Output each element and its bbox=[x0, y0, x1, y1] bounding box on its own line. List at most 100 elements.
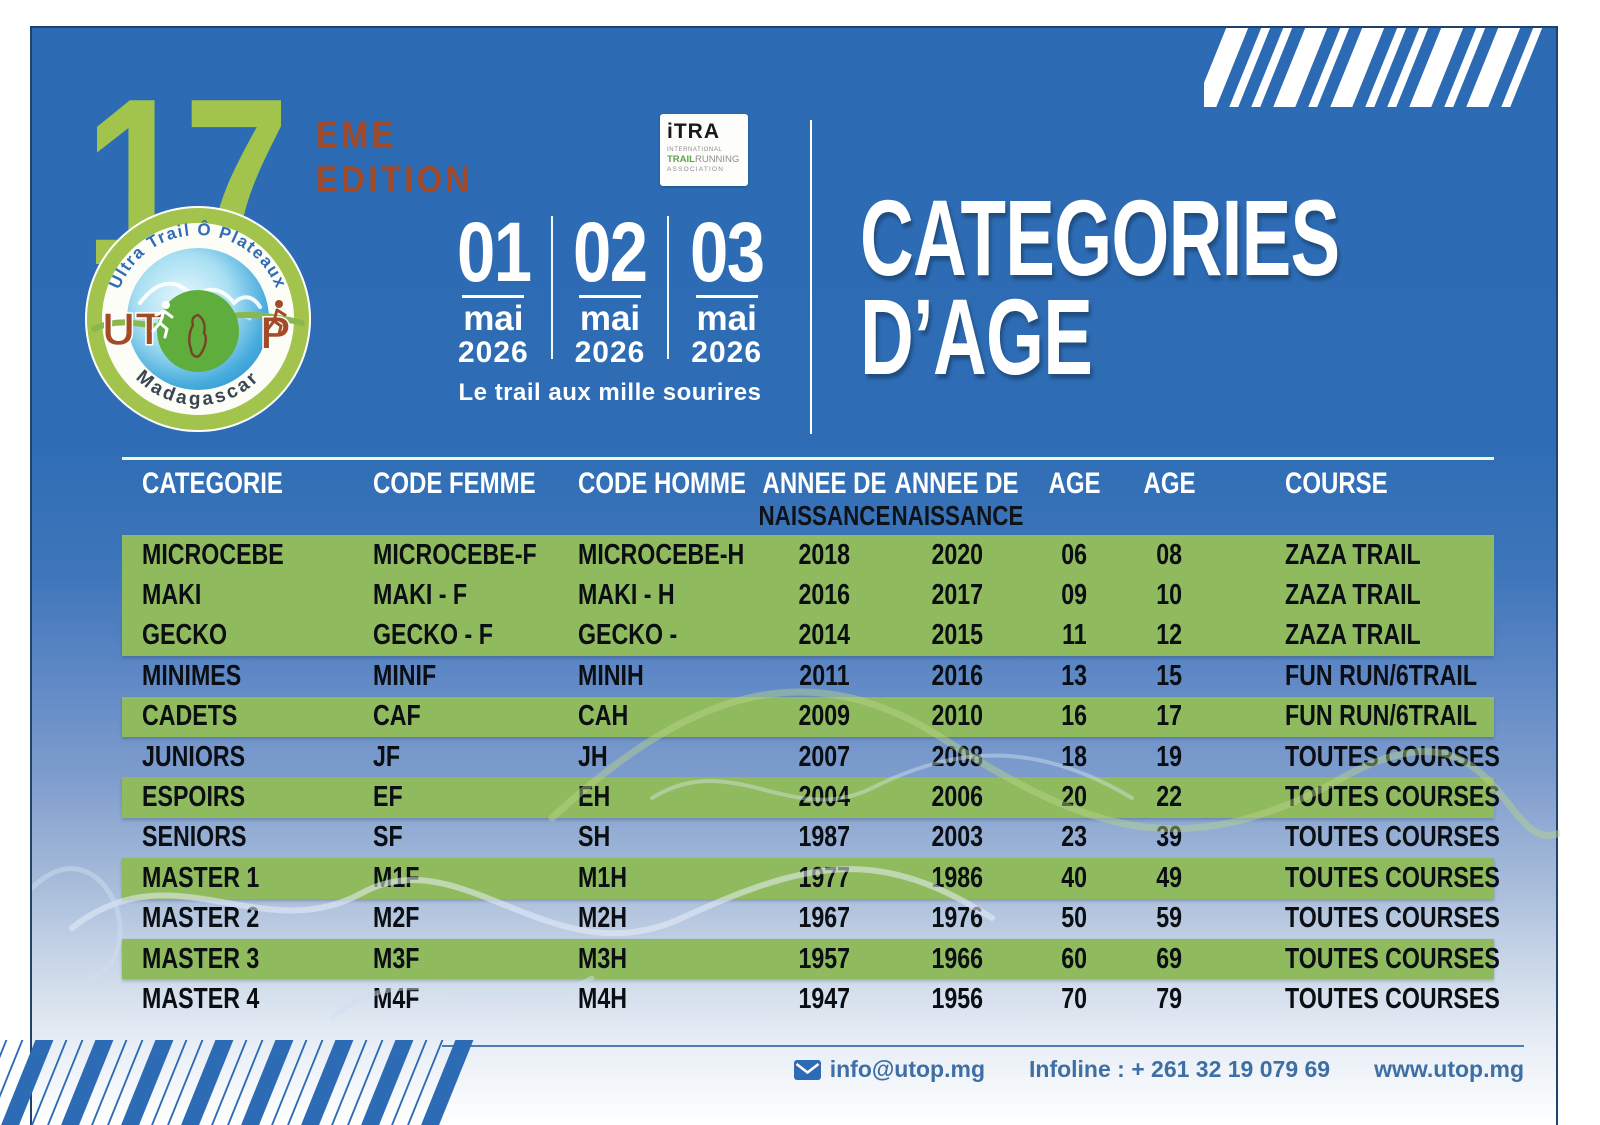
table-row: MASTER 3 M3F M3H 1957 1966 60 69 TOUTES COURSES bbox=[122, 938, 1500, 980]
table-cell-age_2: 39 bbox=[1122, 818, 1217, 858]
edition-label: EME EDITION bbox=[316, 112, 473, 202]
footer-email-text: info@utop.mg bbox=[829, 1056, 985, 1082]
column-header-label-line2: NAISSANCE bbox=[758, 499, 891, 531]
date-month: mai bbox=[579, 298, 641, 338]
edition-label-line2: EDITION bbox=[316, 159, 473, 201]
table-cell-value: 2003 bbox=[931, 821, 983, 854]
table-cell-value: 2007 bbox=[798, 740, 851, 773]
table-cell-categorie: MAKI bbox=[122, 575, 367, 615]
table-row: ESPOIRS EF EH 2004 2006 20 22 TOUTES COURSES bbox=[122, 777, 1500, 818]
table-cell-code_femme: MAKI - F bbox=[367, 575, 572, 615]
table-cell-naissance_1: 2014 bbox=[762, 616, 887, 656]
date-day-number: 01 bbox=[456, 205, 532, 299]
table-cell-value: 2011 bbox=[799, 659, 850, 692]
table-cell-value: CAF bbox=[373, 700, 421, 733]
table-cell-value: SH bbox=[578, 821, 611, 854]
date-year: 2026 bbox=[457, 336, 529, 370]
itra-wordmark: iTRA bbox=[667, 120, 720, 143]
footer: info@utop.mg Infoline : + 261 32 19 079 … bbox=[442, 1045, 1524, 1083]
table-cell-value: 2016 bbox=[798, 579, 851, 612]
table-cell-value: 39 bbox=[1156, 821, 1183, 854]
column-header: AGE bbox=[1122, 467, 1217, 535]
table-cell-value: 2015 bbox=[931, 619, 983, 652]
column-header: CODE FEMME bbox=[367, 467, 572, 535]
table-cell-value: JH bbox=[578, 740, 608, 773]
table-cell-code_homme: SH bbox=[572, 818, 762, 858]
column-header-label: ANNEE DE bbox=[762, 467, 887, 500]
column-header-label-line2: NAISSANCE bbox=[891, 499, 1023, 531]
table-cell-age_1: 18 bbox=[1027, 737, 1122, 777]
table-cell-value: 22 bbox=[1156, 781, 1183, 814]
table-cell-course: FUN RUN/6TRAIL bbox=[1217, 697, 1525, 737]
table-cell-age_2: 19 bbox=[1122, 737, 1217, 777]
table-cell-age_1: 11 bbox=[1027, 616, 1122, 656]
event-tagline: Le trail aux mille sourires bbox=[458, 379, 762, 407]
table-cell-categorie: MINIMES bbox=[122, 656, 367, 696]
table-cell-value: CAH bbox=[578, 700, 629, 733]
table-cell-value: M2F bbox=[373, 902, 420, 935]
table-cell-value: EF bbox=[373, 781, 403, 814]
date-day-number: 02 bbox=[573, 205, 648, 299]
table-row: JUNIORS JF JH 2007 2008 18 19 TOUTES COURSES bbox=[122, 737, 1500, 777]
vertical-divider bbox=[810, 120, 812, 434]
table-cell-value: 2014 bbox=[798, 619, 851, 652]
column-header: AGE bbox=[1027, 467, 1122, 535]
table-cell-naissance_1: 1957 bbox=[762, 939, 887, 979]
date-underline bbox=[579, 294, 641, 298]
column-header-label: AGE bbox=[1048, 467, 1101, 500]
table-cell-naissance_2: 2006 bbox=[887, 777, 1027, 817]
date-separator bbox=[550, 216, 553, 360]
table-cell-course: TOUTES COURSES bbox=[1217, 858, 1554, 898]
table-cell-value: TOUTES COURSES bbox=[1285, 861, 1500, 894]
table-cell-value: GECKO - F bbox=[373, 619, 493, 652]
table-cell-value: 16 bbox=[1061, 700, 1088, 733]
table-cell-age_2: 10 bbox=[1122, 575, 1217, 615]
table-cell-value: CADETS bbox=[142, 700, 238, 733]
table-cell-age_1: 20 bbox=[1027, 777, 1122, 817]
date-day-1: 01 mai 2026 bbox=[442, 205, 545, 370]
page-title-line2: D’AGE bbox=[860, 276, 1093, 398]
table-cell-code_homme: M2H bbox=[572, 899, 762, 939]
table-cell-course: ZAZA TRAIL bbox=[1217, 616, 1494, 656]
event-dates: 01 mai 2026 02 mai 2026 03 mai 2026 Le t… bbox=[442, 205, 778, 407]
table-cell-naissance_2: 2020 bbox=[887, 535, 1027, 575]
footer-infoline-text: Infoline : + 261 32 19 079 69 bbox=[1029, 1056, 1331, 1082]
table-cell-categorie: CADETS bbox=[122, 697, 367, 737]
table-cell-value: MINIF bbox=[373, 659, 437, 692]
table-cell-value: 17 bbox=[1156, 700, 1183, 733]
footer-email: info@utop.mg bbox=[793, 1056, 985, 1083]
table-cell-code_femme: JF bbox=[367, 737, 572, 777]
table-row: GECKO GECKO - F GECKO - 2014 2015 11 12 ZAZA TR… bbox=[122, 615, 1494, 657]
table-cell-naissance_1: 2011 bbox=[762, 656, 887, 696]
table-cell-naissance_2: 2017 bbox=[887, 575, 1027, 615]
table-cell-value: 79 bbox=[1156, 982, 1183, 1015]
table-cell-categorie: GECKO bbox=[122, 616, 367, 656]
footer-website-text: www.utop.mg bbox=[1374, 1056, 1524, 1082]
table-cell-value: M1H bbox=[578, 861, 627, 894]
table-cell-naissance_2: 2008 bbox=[887, 737, 1027, 777]
table-cell-code_femme: MINIF bbox=[367, 656, 572, 696]
envelope-icon bbox=[793, 1059, 821, 1080]
table-cell-value: ESPOIRS bbox=[142, 781, 246, 814]
table-cell-categorie: MASTER 3 bbox=[122, 939, 367, 979]
table-cell-code_femme: SF bbox=[367, 818, 572, 858]
table-cell-categorie: MASTER 1 bbox=[122, 858, 367, 898]
table-cell-value: MASTER 3 bbox=[142, 942, 260, 975]
table-cell-course: TOUTES COURSES bbox=[1217, 899, 1554, 939]
edition-label-line1: EME bbox=[316, 114, 398, 155]
table-cell-code_femme: M2F bbox=[367, 899, 572, 939]
column-header-label: CODE HOMME bbox=[578, 467, 746, 500]
table-cell-value: 1967 bbox=[798, 902, 851, 935]
table-cell-code_homme: EH bbox=[572, 777, 762, 817]
column-header-label: ANNEE DE bbox=[894, 467, 1020, 500]
table-cell-value: TOUTES COURSES bbox=[1285, 982, 1500, 1015]
table-cell-value: 69 bbox=[1156, 942, 1183, 975]
date-underline bbox=[462, 294, 525, 298]
table-row: MAKI MAKI - F MAKI - H 2016 2017 09 10 ZAZA TRA… bbox=[122, 575, 1494, 616]
table-cell-age_1: 40 bbox=[1027, 858, 1122, 898]
table-cell-value: 1977 bbox=[798, 861, 851, 894]
footer-infoline: Infoline : + 261 32 19 079 69 bbox=[1029, 1056, 1330, 1083]
column-header: CODE HOMME bbox=[572, 467, 762, 535]
itra-logo: iTRA INTERNATIONAL TRAILRUNNING ASSOCIAT… bbox=[660, 114, 748, 186]
